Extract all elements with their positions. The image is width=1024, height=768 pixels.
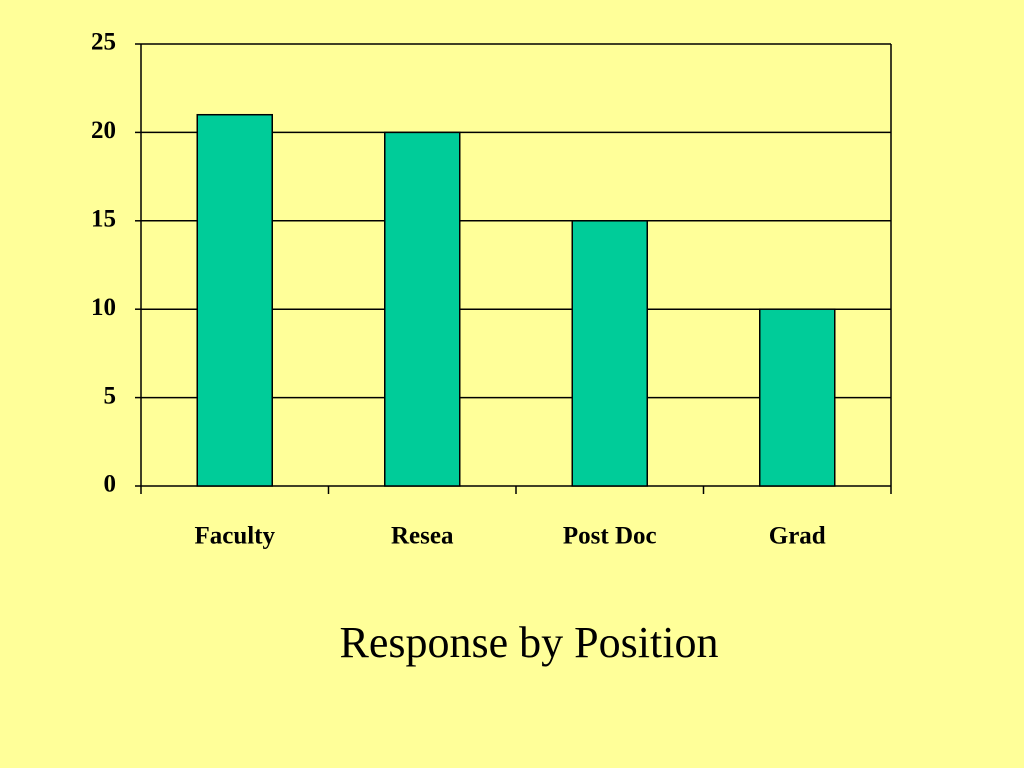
bar <box>759 308 836 487</box>
x-tick-label: Post Doc <box>563 523 657 550</box>
y-tick-label: 25 <box>91 29 116 56</box>
x-tick-label: Grad <box>769 523 826 550</box>
y-tick-label: 0 <box>104 471 117 498</box>
chart-title: Response by Position <box>340 618 719 667</box>
bar <box>384 131 461 487</box>
bar <box>196 113 273 487</box>
bar <box>571 220 648 487</box>
x-tick-label: Resea <box>391 523 454 550</box>
y-tick-label: 10 <box>91 294 116 321</box>
x-tick-label: Faculty <box>194 523 275 550</box>
y-tick-label: 15 <box>91 206 116 233</box>
y-tick-label: 5 <box>104 382 117 409</box>
y-tick-label: 20 <box>91 117 116 144</box>
